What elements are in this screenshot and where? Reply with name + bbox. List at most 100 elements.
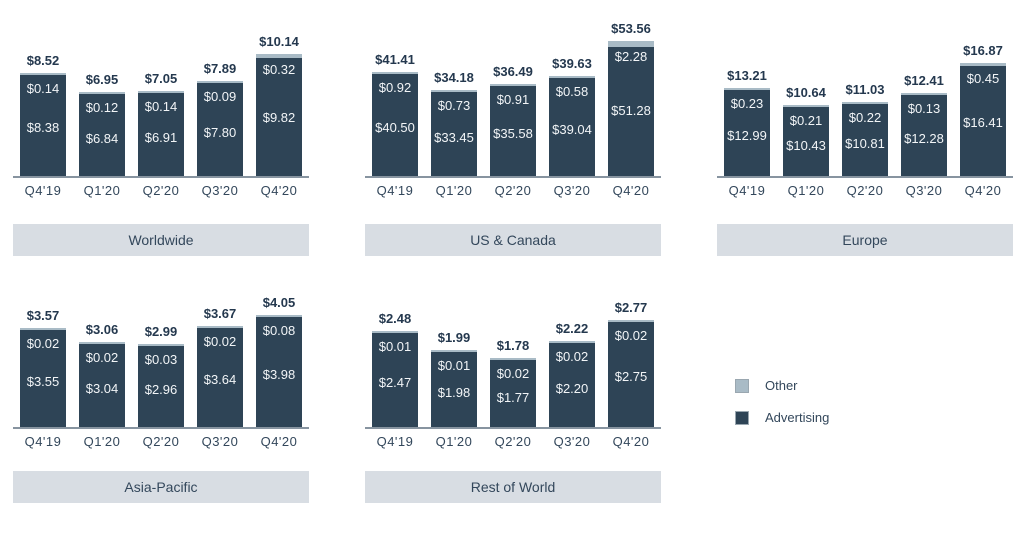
total-value-label: $7.05 [144,71,178,86]
other-value-label: $0.01 [437,358,471,373]
total-value-label: $10.64 [786,85,826,100]
other-value-label: $0.13 [907,101,941,116]
advertising-value-label: $1.98 [437,385,471,401]
legend-label: Other [765,378,798,393]
axis-tick-label: Q4'19 [24,434,62,449]
bar-group: $4.05 $0.08 $3.98 [256,295,302,427]
other-segment [608,320,654,322]
bar-group: $10.64 $0.21 $10.43 [783,85,829,176]
other-value-label: $0.73 [437,98,471,113]
x-axis: Q4'19 Q1'20 Q2'20 Q3'20 Q4'20 [13,178,309,202]
advertising-value-label: $3.04 [85,381,119,397]
axis-tick-label: Q2'20 [494,434,532,449]
x-axis: Q4'19 Q1'20 Q2'20 Q3'20 Q4'20 [365,429,661,453]
legend-area: Other Advertising [717,270,1013,503]
other-value-label: $0.02 [203,334,237,349]
other-value-label: $0.32 [262,62,296,77]
axis-tick-label: Q2'20 [142,434,180,449]
other-segment [138,91,184,93]
other-value-label: $0.01 [378,339,412,354]
total-value-label: $7.89 [203,61,237,76]
other-segment [431,350,477,352]
plot-area: $3.57 $0.02 $3.55 $3.06 $0.02 $3.04 $2.99 $0.03… [13,270,309,429]
other-segment [372,331,418,333]
other-segment [549,341,595,343]
total-value-label: $6.95 [85,72,119,87]
axis-tick-label: Q1'20 [83,183,121,198]
chart-title-bar: Rest of World [365,471,661,503]
stacked-bar: $0.02 $3.55 [20,328,66,427]
legend-item-other: Other [735,378,829,393]
bar-group: $7.05 $0.14 $6.91 [138,71,184,176]
advertising-value-label: $3.64 [203,372,237,388]
bar-group: $39.63 $0.58 $39.04 [549,56,595,176]
axis-tick-label: Q3'20 [201,183,239,198]
bar-group: $12.41 $0.13 $12.28 [901,73,947,176]
advertising-value-label: $3.55 [26,373,60,389]
axis-tick-label: Q4'20 [612,434,650,449]
total-value-label: $13.21 [727,68,767,83]
bar-group: $3.06 $0.02 $3.04 [79,322,125,427]
other-value-label: $0.12 [85,100,119,115]
bar-group: $3.57 $0.02 $3.55 [20,308,66,427]
advertising-value-label: $6.84 [85,130,119,146]
advertising-value-label: $2.47 [378,375,412,391]
legend-label: Advertising [765,410,830,425]
plot-area: $8.52 $0.14 $8.38 $6.95 $0.12 $6.84 $7.05 $0.14… [13,0,309,178]
bar-group: $2.77 $0.02 $2.75 [608,300,654,427]
total-value-label: $4.05 [262,295,296,310]
other-segment [960,63,1006,66]
advertising-value-label: $33.45 [434,129,474,145]
advertising-swatch-icon [735,410,749,425]
axis-tick-label: Q3'20 [201,434,239,449]
axis-tick-label: Q4'20 [260,183,298,198]
chart-title-bar: US & Canada [365,224,661,256]
total-value-label: $11.03 [845,82,885,97]
stacked-bar: $0.13 $12.28 [901,93,947,176]
stacked-bar: $0.58 $39.04 [549,76,595,176]
total-value-label: $1.99 [437,330,471,345]
other-segment [842,102,888,104]
axis-tick-label: Q2'20 [846,183,884,198]
stacked-bar: $0.03 $2.96 [138,344,184,427]
charts-grid: $8.52 $0.14 $8.38 $6.95 $0.12 $6.84 $7.05 $0.14… [13,0,1024,503]
legend-item-advertising: Advertising [735,410,829,425]
total-value-label: $12.41 [904,73,944,88]
chart-title: Europe [842,232,888,248]
other-value-label: $0.23 [730,96,764,111]
axis-tick-label: Q4'20 [964,183,1002,198]
total-value-label: $3.06 [85,322,119,337]
advertising-value-label: $16.41 [963,114,1003,130]
chart-title-bar: Worldwide [13,224,309,256]
advertising-value-label: $7.80 [203,124,237,140]
stacked-bar: $0.02 $2.75 [608,320,654,427]
other-value-label: $0.91 [496,92,530,107]
axis-tick-label: Q1'20 [787,183,825,198]
other-segment [783,105,829,107]
total-value-label: $2.99 [144,324,178,339]
advertising-value-label: $51.28 [611,103,651,119]
other-value-label: $0.02 [614,328,648,343]
total-value-label: $2.22 [555,321,589,336]
axis-tick-label: Q4'19 [728,183,766,198]
total-value-label: $10.14 [259,34,299,49]
other-segment [256,315,302,317]
other-segment [901,93,947,95]
advertising-value-label: $40.50 [375,119,415,135]
stacked-bar: $0.01 $1.98 [431,350,477,427]
bar-group: $1.78 $0.02 $1.77 [490,338,536,427]
axis-tick-label: Q1'20 [435,183,473,198]
advertising-value-label: $10.43 [786,137,826,153]
bar-group: $7.89 $0.09 $7.80 [197,61,243,176]
other-segment [372,72,418,74]
axis-tick-label: Q1'20 [435,434,473,449]
bar-group: $11.03 $0.22 $10.81 [842,82,888,176]
stacked-bar: $2.28 $51.28 [608,41,654,176]
chart-title: Rest of World [470,479,556,495]
other-segment [138,344,184,346]
stacked-bar: $0.32 $9.82 [256,54,302,176]
stacked-bar: $0.91 $35.58 [490,84,536,176]
stacked-bar: $0.09 $7.80 [197,81,243,176]
total-value-label: $41.41 [375,52,415,67]
total-value-label: $3.57 [26,308,60,323]
